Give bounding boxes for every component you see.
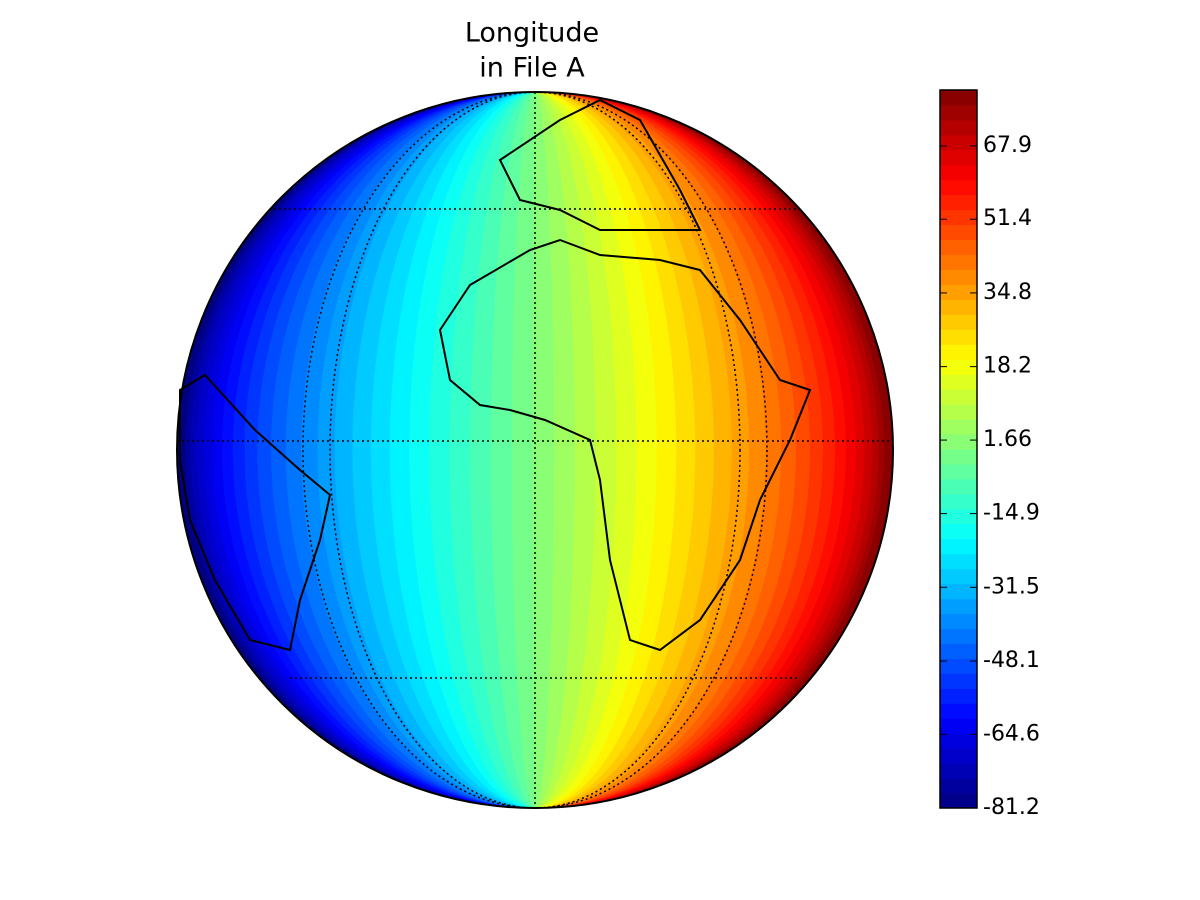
colorbar-band — [940, 239, 977, 256]
colorbar-band — [940, 493, 977, 510]
colorbar-band — [940, 478, 977, 495]
colorbar-band — [940, 523, 977, 540]
colorbar-band — [940, 733, 977, 749]
colorbar-band — [940, 778, 977, 794]
globe-band — [535, 92, 893, 808]
colorbar-band — [940, 149, 977, 166]
colorbar-band — [940, 748, 977, 764]
colorbar-band — [940, 673, 977, 689]
colorbar-band — [940, 538, 977, 555]
colorbar-band — [940, 90, 977, 106]
colorbar-tick-label: -31.5 — [983, 574, 1040, 599]
colorbar-band — [940, 434, 977, 450]
colorbar-band — [940, 164, 977, 181]
colorbar-band — [940, 299, 977, 315]
colorbar-band — [940, 254, 977, 270]
colorbar-tick-label: -48.1 — [983, 648, 1040, 673]
colorbar-band — [940, 763, 977, 779]
colorbar-band — [940, 134, 977, 151]
colorbar-band — [940, 389, 977, 405]
colorbar-band — [940, 508, 977, 525]
colorbar-band — [940, 793, 977, 809]
colorbar-tick-label: 67.9 — [983, 133, 1032, 158]
coastline — [179, 98, 812, 652]
colorbar-band — [940, 374, 977, 390]
colorbar-band — [940, 209, 977, 226]
colorbar-band — [940, 344, 977, 360]
colorbar-tick-label: 34.8 — [983, 280, 1032, 305]
colorbar-tick-label: -14.9 — [983, 501, 1040, 526]
colorbar-band — [940, 449, 977, 465]
colorbar-band — [940, 194, 977, 211]
colorbar-band — [940, 104, 977, 121]
colorbar-tick-label: -64.6 — [983, 721, 1040, 746]
title-line: in File A — [479, 53, 585, 84]
colorbar-band — [940, 568, 977, 585]
colorbar-band — [940, 598, 977, 615]
colorbar-band — [940, 718, 977, 734]
colorbar-band — [940, 284, 977, 300]
colorbar-band — [940, 628, 977, 644]
globe — [177, 92, 893, 808]
colorbar-band — [940, 314, 977, 330]
colorbar-tick-label: 1.66 — [983, 427, 1032, 452]
colorbar: -81.2 -64.6 -48.1 -31.5 -14.9 1.66 18.2 34.8 51.… — [940, 90, 1040, 820]
colorbar-band — [940, 643, 977, 659]
colorbar-band — [940, 119, 977, 136]
colorbar-band — [940, 553, 977, 570]
colorbar-band — [940, 463, 977, 480]
globe-outline — [176, 91, 894, 809]
colorbar-band — [940, 224, 977, 241]
colorbar-band — [940, 179, 977, 196]
colorbar-band — [940, 419, 977, 435]
colorbar-tick-label: 18.2 — [983, 354, 1032, 379]
colorbar-band — [940, 359, 977, 375]
colorbar-tick-label: -81.2 — [983, 795, 1040, 820]
colorbar-band — [940, 613, 977, 629]
colorbar-band — [940, 703, 977, 719]
title-line: Longitude — [465, 18, 599, 49]
colorbar-tick-label: 51.4 — [983, 206, 1032, 231]
colorbar-band — [940, 658, 977, 674]
colorbar-band — [940, 583, 977, 600]
colorbar-frame — [939, 89, 978, 809]
colorbar-band — [940, 688, 977, 704]
colorbar-band — [940, 404, 977, 420]
colorbar-band — [940, 269, 977, 285]
colorbar-band — [940, 329, 977, 345]
